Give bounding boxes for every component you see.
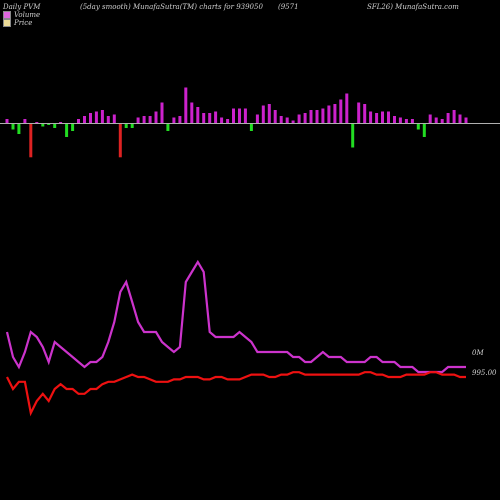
- volume-bar: [17, 123, 21, 134]
- chart-header-left: Daily PVM: [3, 3, 41, 11]
- volume-bar: [226, 119, 230, 124]
- volume-bar: [112, 114, 116, 124]
- volume-bar: [375, 113, 379, 124]
- legend-volume: Volume: [3, 11, 40, 19]
- volume-bar: [202, 113, 206, 124]
- volume-bar: [440, 119, 444, 124]
- volume-bar: [77, 119, 80, 124]
- volume-bar: [11, 123, 15, 130]
- volume-bar: [321, 108, 325, 124]
- volume-bar: [47, 123, 51, 125]
- volume-bar: [5, 119, 9, 124]
- volume-bar: [291, 120, 295, 124]
- volume-bar: [458, 114, 462, 124]
- volume-bar: [214, 111, 218, 124]
- volume-bar: [190, 102, 194, 124]
- volume-bar: [446, 113, 450, 124]
- volume-bar: [249, 123, 253, 131]
- volume-bar: [118, 123, 122, 158]
- volume-bar: [184, 87, 188, 124]
- volume-bar: [35, 122, 39, 124]
- chart-header-code: (9571: [278, 3, 299, 11]
- volume-bar: [434, 117, 438, 124]
- volume-bar: [327, 105, 331, 124]
- volume-bar: [297, 114, 301, 124]
- volume-bar: [345, 93, 349, 124]
- volume-bar: [273, 110, 277, 124]
- volume-bar: [154, 111, 158, 124]
- volume-bar: [387, 111, 390, 124]
- volume-last-label: 0M: [472, 349, 484, 357]
- volume-bar: [309, 110, 313, 124]
- volume-bar: [136, 117, 140, 124]
- volume-bar: [416, 123, 420, 130]
- price-last-label: 995.00: [472, 369, 497, 377]
- volume-bar: [255, 114, 259, 124]
- volume-bar: [83, 116, 86, 124]
- legend-price-swatch: [3, 19, 11, 27]
- volume-bar: [166, 123, 170, 131]
- volume-bar: [452, 110, 456, 124]
- volume-bar: [65, 123, 69, 137]
- volume-bar: [404, 119, 408, 124]
- volume-bar: [196, 107, 200, 124]
- volume-bar: [59, 122, 63, 124]
- volume-line: [5, 259, 466, 374]
- volume-bar: [464, 117, 468, 124]
- volume-bar: [238, 108, 241, 124]
- volume-bar: [369, 111, 373, 124]
- chart-header-site: SFL26) MunafaSutra.com: [367, 3, 459, 11]
- legend-volume-swatch: [3, 11, 11, 19]
- volume-bar: [351, 123, 355, 148]
- volume-bar: [279, 116, 283, 124]
- volume-bar: [410, 119, 414, 124]
- volume-bar: [172, 117, 176, 124]
- volume-bar: [357, 102, 361, 124]
- chart-header-title: (5day smooth) MunafaSutra(TM) charts for…: [80, 3, 263, 11]
- volume-bar: [23, 119, 27, 124]
- legend-volume-label: Volume: [14, 11, 41, 19]
- volume-bar: [261, 105, 265, 124]
- volume-bar: [148, 116, 152, 124]
- volume-bar: [29, 123, 33, 158]
- volume-bar: [160, 102, 164, 124]
- volume-bar: [285, 117, 289, 124]
- volume-bar: [89, 113, 92, 124]
- volume-bar: [303, 113, 307, 124]
- volume-bar: [428, 114, 432, 124]
- volume-bar: [422, 123, 426, 137]
- volume-bar: [208, 113, 212, 124]
- volume-bar: [41, 123, 45, 127]
- volume-bar: [232, 108, 235, 124]
- legend-price-label: Price: [14, 19, 33, 27]
- volume-bars: [5, 87, 468, 158]
- volume-bar: [71, 123, 75, 131]
- volume-bar: [124, 123, 128, 128]
- volume-bar: [398, 117, 402, 124]
- volume-bar: [53, 123, 57, 128]
- volume-bar: [142, 116, 146, 124]
- volume-bar: [94, 111, 98, 124]
- volume-bar: [267, 104, 271, 124]
- legend-price: Price: [3, 19, 32, 27]
- volume-bar: [106, 116, 110, 124]
- volume-bar: [130, 123, 134, 128]
- volume-bar: [393, 116, 396, 124]
- volume-bar: [363, 104, 367, 124]
- volume-bar: [315, 110, 319, 124]
- volume-bar: [178, 116, 182, 124]
- volume-bar: [220, 117, 224, 124]
- volume-bar: [333, 104, 337, 124]
- price-line: [6, 371, 466, 417]
- volume-bar: [381, 111, 384, 124]
- volume-bar: [243, 108, 247, 124]
- volume-bar: [100, 110, 104, 124]
- volume-bar: [339, 99, 343, 124]
